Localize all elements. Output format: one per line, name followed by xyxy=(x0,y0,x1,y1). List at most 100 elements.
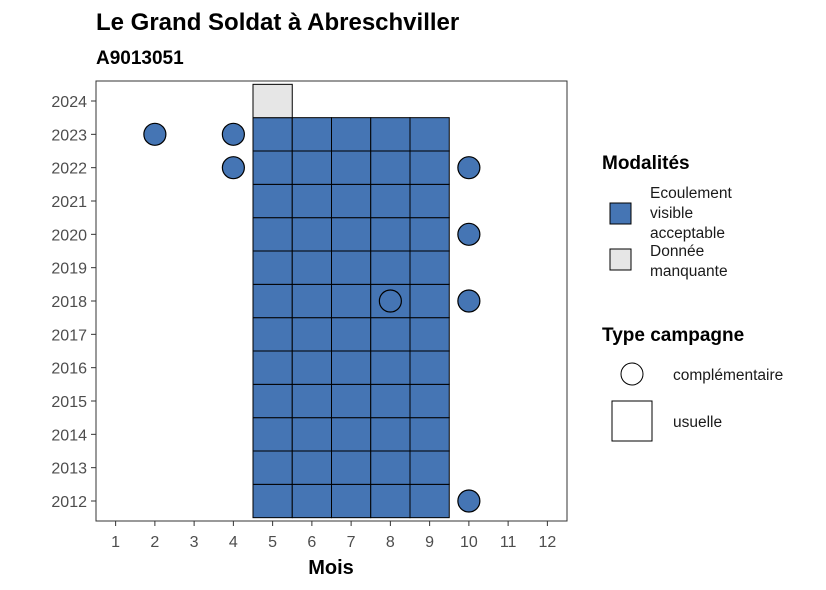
point-10-2020 xyxy=(457,222,481,246)
tile-5-2015 xyxy=(252,383,293,419)
legend-key-manquante xyxy=(609,248,632,271)
tile-7-2020 xyxy=(331,217,372,252)
tile-9-2021 xyxy=(409,183,450,219)
tile-8-2021 xyxy=(370,183,411,219)
tile-7-2013 xyxy=(331,450,372,485)
tile-6-2023 xyxy=(291,117,332,152)
tile-5-2023 xyxy=(252,117,293,152)
tile-8-2013 xyxy=(370,450,411,485)
x-tick-label-8: 8 xyxy=(386,534,395,551)
x-axis-title: Mois xyxy=(308,557,354,579)
tile-6-2018 xyxy=(291,283,332,319)
legend-label-manquante-line2: manquante xyxy=(650,263,728,280)
tile-8-2020 xyxy=(370,217,411,252)
y-tick-label-2016: 2016 xyxy=(51,361,87,378)
point-10-2018 xyxy=(457,289,481,313)
tile-5-2013 xyxy=(252,450,293,485)
tile-5-2021 xyxy=(252,183,293,219)
point-10-2012 xyxy=(457,489,481,513)
tile-6-2022 xyxy=(291,150,332,185)
tile-5-2012 xyxy=(252,483,293,519)
x-tick-label-11: 11 xyxy=(500,534,517,551)
y-tick-label-2019: 2019 xyxy=(51,261,87,278)
legend-label-ecoulement-line3: acceptable xyxy=(650,225,725,242)
tile-8-2017 xyxy=(370,317,411,352)
tile-5-2014 xyxy=(252,417,293,452)
points-layer xyxy=(143,122,481,513)
legend-label-ecoulement: Ecoulement visible acceptable xyxy=(650,185,736,242)
tile-5-2020 xyxy=(252,217,293,252)
tile-9-2016 xyxy=(409,350,450,385)
y-tick-label-2021: 2021 xyxy=(51,194,87,211)
point-8-2018 xyxy=(378,289,402,313)
y-tick-label-2017: 2017 xyxy=(51,327,87,344)
tile-7-2018 xyxy=(331,283,372,319)
tile-9-2023 xyxy=(409,117,450,152)
tile-8-2023 xyxy=(370,117,411,152)
tile-9-2020 xyxy=(409,217,450,252)
tile-7-2021 xyxy=(331,183,372,219)
tile-8-2016 xyxy=(370,350,411,385)
tile-5-2018 xyxy=(252,283,293,319)
legend-label-ecoulement-line1: Ecoulement xyxy=(650,185,733,202)
tiles-layer xyxy=(252,83,450,519)
tile-5-2022 xyxy=(252,150,293,185)
tile-6-2020 xyxy=(291,217,332,252)
tile-5-2017 xyxy=(252,317,293,352)
tile-6-2012 xyxy=(291,483,332,519)
tile-6-2019 xyxy=(291,250,332,285)
legend-label-manquante-line1: Donnée xyxy=(650,243,704,260)
chart-subtitle: A9013051 xyxy=(96,48,184,69)
y-tick-label-2022: 2022 xyxy=(51,161,87,178)
legend-label-manquante: Donnée manquante xyxy=(650,243,728,280)
x-tick-label-6: 6 xyxy=(307,534,316,551)
legend-campagne-title: Type campagne xyxy=(602,325,744,346)
legend-key-ecoulement xyxy=(609,202,632,225)
tile-7-2017 xyxy=(331,317,372,352)
tile-7-2023 xyxy=(331,117,372,152)
x-axis: 1 2 3 4 5 6 7 8 9 10 11 12 xyxy=(111,521,556,551)
legend-modalites: Modalités Ecoulement visible acceptable … xyxy=(602,153,736,280)
tile-7-2016 xyxy=(331,350,372,385)
tile-8-2022 xyxy=(370,150,411,185)
tile-9-2017 xyxy=(409,317,450,352)
tile-9-2019 xyxy=(409,250,450,285)
tile-6-2021 xyxy=(291,183,332,219)
tile-8-2012 xyxy=(370,483,411,519)
x-tick-label-12: 12 xyxy=(538,534,556,551)
tile-6-2013 xyxy=(291,450,332,485)
tile-9-2018 xyxy=(409,283,450,319)
tile-7-2014 xyxy=(331,417,372,452)
y-tick-label-2023: 2023 xyxy=(51,127,87,144)
tile-5-2024 xyxy=(252,83,293,119)
tile-9-2022 xyxy=(409,150,450,185)
tile-8-2014 xyxy=(370,417,411,452)
tile-5-2019 xyxy=(252,250,293,285)
x-tick-label-5: 5 xyxy=(268,534,277,551)
x-tick-label-3: 3 xyxy=(190,534,199,551)
tile-8-2019 xyxy=(370,250,411,285)
tile-9-2012 xyxy=(409,483,450,519)
y-tick-label-2015: 2015 xyxy=(51,394,87,411)
point-2-2023 xyxy=(143,122,167,146)
tile-5-2016 xyxy=(252,350,293,385)
y-tick-label-2024: 2024 xyxy=(51,94,87,111)
legend-modalites-title: Modalités xyxy=(602,153,690,174)
tile-7-2022 xyxy=(331,150,372,185)
tile-9-2015 xyxy=(409,383,450,419)
x-tick-label-2: 2 xyxy=(150,534,159,551)
tile-7-2019 xyxy=(331,250,372,285)
legend-label-complementaire: complémentaire xyxy=(673,367,783,384)
legend-campagne: Type campagne complémentaire usuelle xyxy=(602,325,783,442)
point-4-2023 xyxy=(221,122,245,146)
tile-8-2015 xyxy=(370,383,411,419)
tile-7-2012 xyxy=(331,483,372,519)
tile-6-2014 xyxy=(291,417,332,452)
point-10-2022 xyxy=(457,156,481,180)
point-4-2022 xyxy=(221,156,245,180)
tile-9-2014 xyxy=(409,417,450,452)
y-tick-label-2012: 2012 xyxy=(51,494,87,511)
legend-key-complementaire xyxy=(620,362,644,386)
y-tick-label-2018: 2018 xyxy=(51,294,87,311)
